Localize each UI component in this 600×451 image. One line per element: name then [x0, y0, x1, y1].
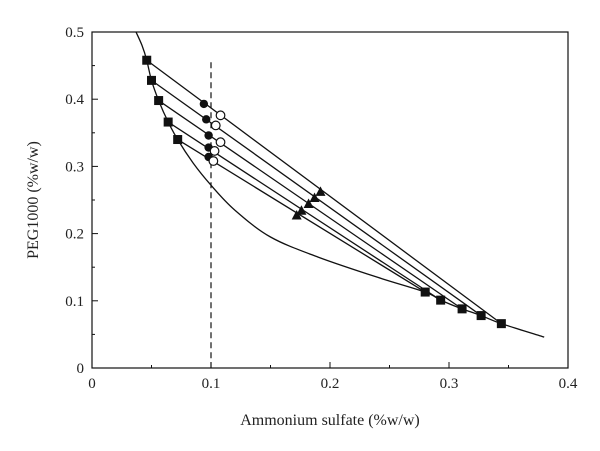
x-tick-label: 0.2: [321, 376, 340, 392]
filled-circle-marker: [202, 115, 211, 124]
y-tick-label: 0.2: [65, 227, 84, 243]
triangle-marker: [296, 205, 307, 215]
binodal-curve: [135, 31, 545, 338]
axis-ticks: 0 0.1 0.2 0.3 0.4 0 0.1 0.2 0.3 0.4 0.5: [65, 25, 578, 392]
y-axis-title: PEG1000 (%w/w): [25, 141, 42, 259]
triangle-marker: [291, 209, 302, 220]
open-circle-marker: [210, 120, 221, 131]
square-marker: [457, 304, 467, 314]
x-tick-label: 0.1: [202, 376, 221, 392]
y-tick-label: 0.5: [65, 25, 84, 41]
x-axis-title: Ammonium sulfate (%w/w): [240, 412, 420, 429]
x-tick-label: 0.3: [440, 376, 459, 392]
square-marker: [163, 117, 173, 127]
open-circle-marker: [215, 137, 226, 148]
filled-circle-marker: [199, 99, 209, 109]
tie-line: [177, 138, 426, 293]
y-tick-label: 0: [77, 361, 85, 377]
triangle-marker: [303, 198, 314, 209]
open-circle-marker: [209, 146, 220, 156]
square-marker: [496, 319, 506, 329]
markers-layer: [142, 55, 506, 329]
square-marker: [154, 96, 164, 106]
square-marker: [142, 55, 152, 65]
square-marker: [173, 135, 183, 145]
plot-area: [91, 31, 569, 369]
square-marker: [147, 75, 156, 85]
square-marker: [476, 311, 486, 321]
triangle-marker: [315, 186, 326, 196]
square-marker: [420, 287, 430, 297]
triangle-marker: [309, 192, 320, 202]
filled-circle-marker: [204, 131, 213, 140]
tie-line: [146, 59, 502, 325]
y-tick-label: 0.3: [65, 159, 84, 175]
x-tick-label: 0: [88, 376, 96, 392]
square-marker: [436, 295, 446, 305]
y-tick-label: 0.4: [65, 92, 84, 108]
open-circle-marker: [215, 110, 226, 121]
open-circle-marker: [208, 156, 219, 166]
x-tick-label: 0.4: [559, 376, 578, 392]
y-tick-label: 0.1: [65, 294, 84, 310]
